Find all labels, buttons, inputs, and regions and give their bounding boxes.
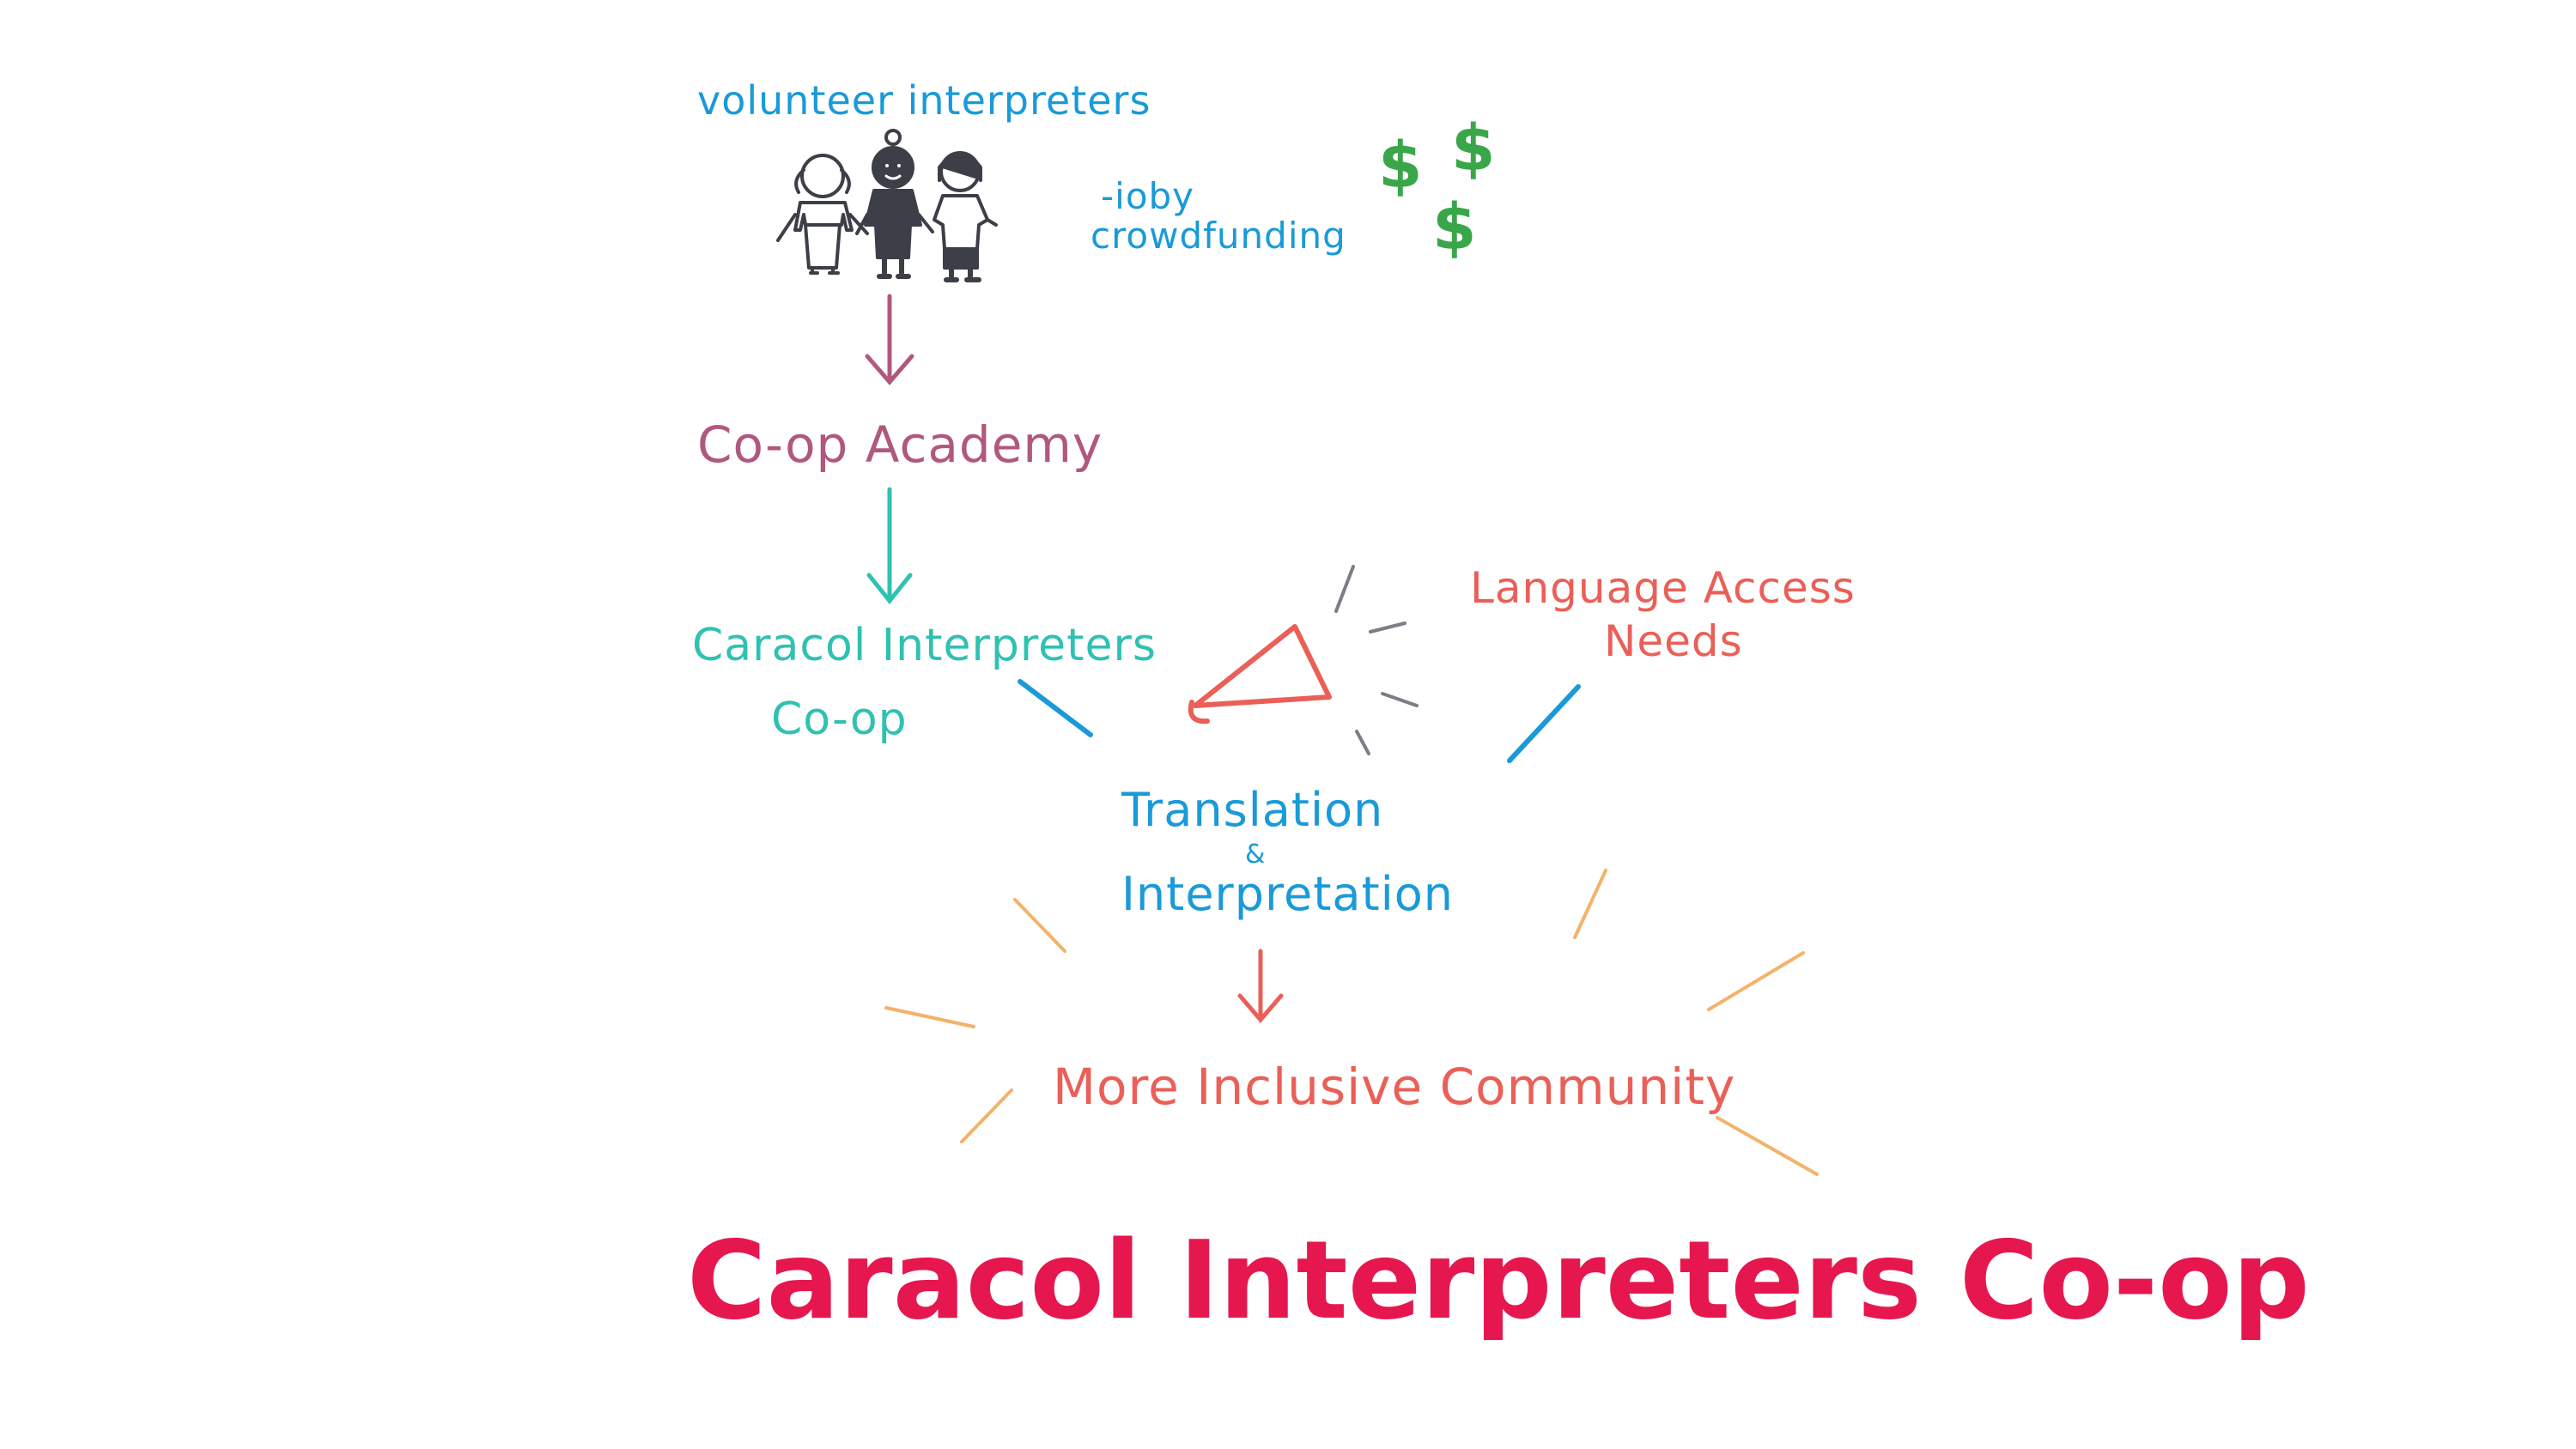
arrow-academy-to-coop: [866, 487, 913, 605]
dollar-icon: $: [1451, 112, 1496, 185]
label-ioby: -ioby: [1101, 175, 1195, 217]
burst-rays: [884, 869, 1819, 1176]
label-coop-academy: Co-op Academy: [697, 415, 1103, 474]
megaphone-icon: [1188, 624, 1332, 724]
dollar-icon: $: [1432, 191, 1477, 264]
dollar-icon: $: [1378, 129, 1423, 203]
megaphone-rays: [1334, 565, 1419, 755]
dollar-icon: $ $ $: [1378, 112, 1496, 264]
label-crowdfunding: crowdfunding: [1091, 215, 1346, 257]
label-translation: Translation: [1121, 783, 1384, 837]
main-title: Caracol Interpreters Co-op: [687, 1217, 2310, 1343]
label-ampersand: &: [1245, 840, 1267, 870]
label-interpretation: Interpretation: [1121, 867, 1454, 921]
arrow-people-to-academy: [865, 294, 914, 385]
label-caracol-coop: Co-op: [771, 694, 908, 745]
label-volunteer-interpreters: volunteer interpreters: [697, 77, 1151, 124]
people-icon: [776, 129, 998, 282]
arrow-translation-to-community: [1237, 949, 1284, 1023]
label-language-access: Language Access: [1470, 563, 1856, 613]
label-needs: Needs: [1604, 616, 1743, 666]
connector-lines: [1018, 679, 1581, 763]
label-caracol-interpreters: Caracol Interpreters: [692, 620, 1157, 671]
label-more-inclusive-community: More Inclusive Community: [1053, 1058, 1736, 1116]
